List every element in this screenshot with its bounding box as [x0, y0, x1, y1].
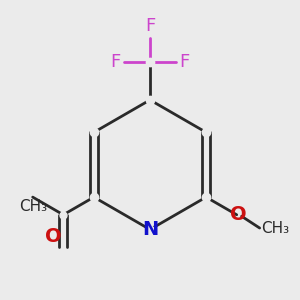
Text: O: O: [45, 227, 62, 246]
Text: F: F: [111, 53, 121, 71]
Text: N: N: [142, 220, 158, 239]
Text: O: O: [230, 205, 247, 224]
Text: CH₃: CH₃: [19, 200, 47, 214]
Text: F: F: [145, 17, 155, 35]
Text: CH₃: CH₃: [261, 220, 289, 236]
Text: F: F: [179, 53, 189, 71]
